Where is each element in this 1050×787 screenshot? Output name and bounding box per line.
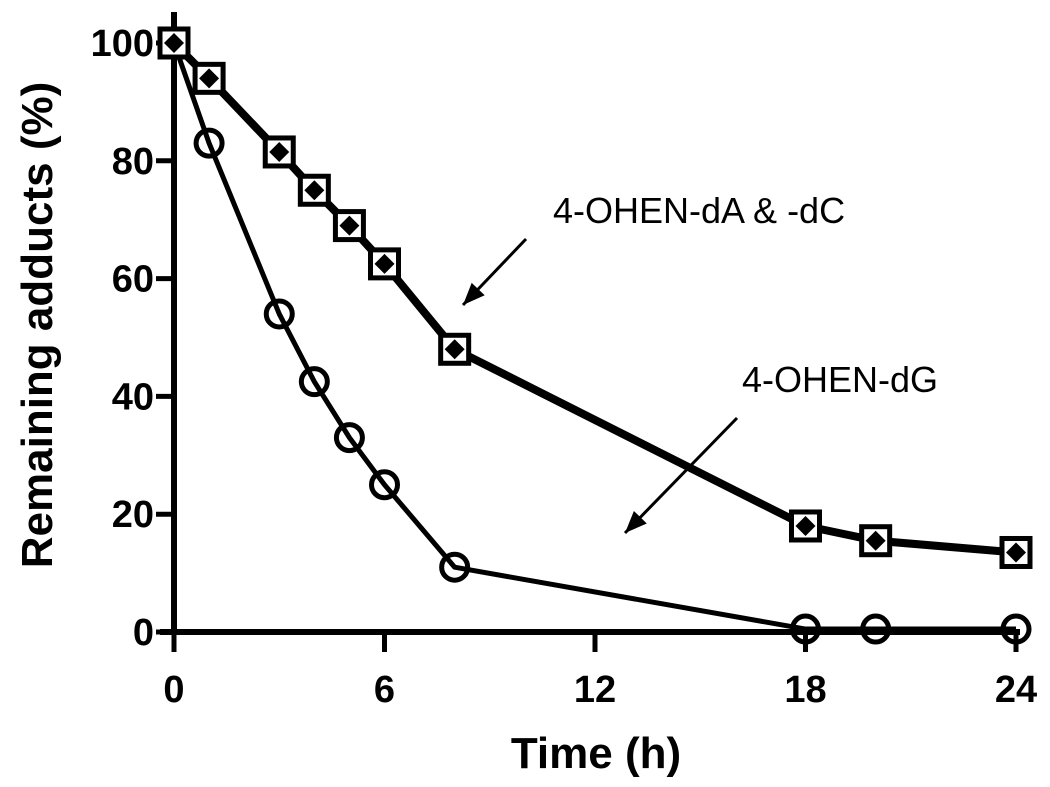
marker-circle [1000, 613, 1032, 645]
marker-diamond [339, 215, 360, 236]
marker-circle [790, 613, 821, 645]
y-tick-label: 100 [91, 23, 154, 65]
annotation-da-dc: 4-OHEN-dA & -dC [553, 190, 845, 231]
x-tick-label: 24 [995, 669, 1037, 711]
marker-diamond [199, 68, 220, 89]
y-tick-label: 40 [112, 376, 154, 418]
marker-diamond [865, 530, 886, 551]
arrow-dg-shaft [623, 416, 739, 535]
axes: 0 20 40 60 80 100 0 6 12 18 24 [91, 12, 1037, 711]
marker-circle [860, 613, 892, 645]
y-axis-title: Remaining adducts (%) [13, 82, 62, 569]
marker-diamond [795, 515, 816, 536]
marker-circle [333, 422, 365, 454]
x-axis-title: Time (h) [511, 729, 681, 778]
y-tick-label: 20 [112, 494, 154, 536]
marker-circle [263, 298, 295, 330]
series-layer [157, 26, 1033, 645]
x-tick-label: 0 [163, 669, 184, 711]
annotations: 4-OHEN-dA & -dC 4-OHEN-dG [461, 190, 938, 535]
marker-circle [193, 127, 225, 159]
y-tick-label: 60 [112, 259, 154, 301]
arrow-da-dc-head [463, 282, 485, 305]
annotation-dg: 4-OHEN-dG [742, 359, 938, 400]
marker-circle [439, 551, 471, 583]
marker-diamond [1006, 542, 1026, 563]
y-tick-label: 0 [133, 612, 154, 654]
marker-diamond [374, 253, 395, 274]
arrow-dg-head [625, 510, 647, 533]
line-dg [171, 42, 1016, 632]
marker-circle [369, 469, 400, 501]
x-tick-label: 12 [574, 669, 616, 711]
marker-diamond [444, 339, 465, 360]
marker-diamond [269, 141, 290, 162]
line-da-dc [171, 40, 1017, 557]
marker-diamond [304, 180, 325, 201]
x-tick-label: 6 [374, 669, 395, 711]
marker-circle [298, 366, 330, 398]
marker-diamond [164, 33, 184, 53]
y-tick-label: 80 [112, 141, 154, 183]
x-tick-label: 18 [784, 669, 826, 711]
